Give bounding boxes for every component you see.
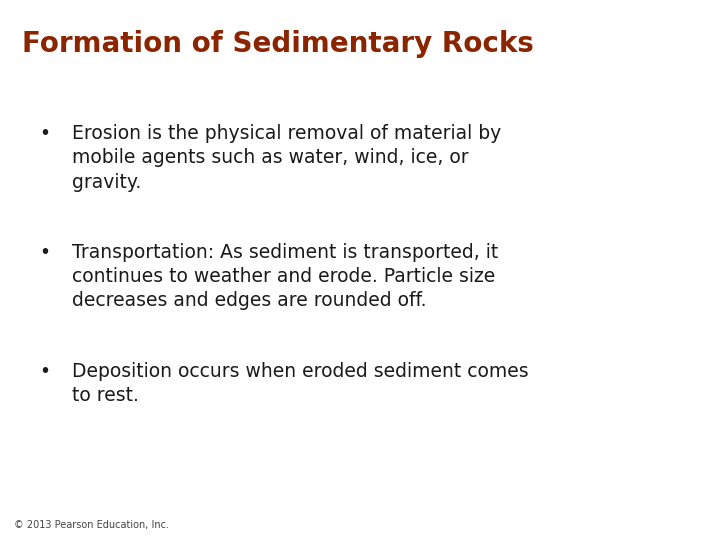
Text: •: • xyxy=(40,243,50,262)
Text: © 2013 Pearson Education, Inc.: © 2013 Pearson Education, Inc. xyxy=(14,520,169,530)
Text: Deposition occurs when eroded sediment comes
to rest.: Deposition occurs when eroded sediment c… xyxy=(72,362,528,405)
Text: Erosion is the physical removal of material by
mobile agents such as water, wind: Erosion is the physical removal of mater… xyxy=(72,124,501,192)
Text: Formation of Sedimentary Rocks: Formation of Sedimentary Rocks xyxy=(22,30,534,58)
Text: •: • xyxy=(40,124,50,143)
Text: •: • xyxy=(40,362,50,381)
Text: Transportation: As sediment is transported, it
continues to weather and erode. P: Transportation: As sediment is transport… xyxy=(72,243,498,310)
